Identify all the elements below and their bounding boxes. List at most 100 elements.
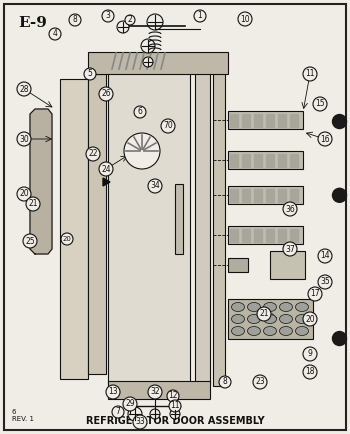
Polygon shape <box>230 154 238 167</box>
Text: 8: 8 <box>73 16 77 24</box>
Polygon shape <box>290 114 298 127</box>
Circle shape <box>257 307 271 321</box>
Circle shape <box>318 275 332 289</box>
Circle shape <box>303 347 317 361</box>
Polygon shape <box>242 189 250 202</box>
Circle shape <box>26 197 40 211</box>
Circle shape <box>148 179 162 193</box>
Text: 35: 35 <box>320 277 330 286</box>
Text: 10: 10 <box>240 14 250 23</box>
Circle shape <box>318 132 332 146</box>
Text: 1: 1 <box>198 11 202 20</box>
Circle shape <box>17 187 31 201</box>
Bar <box>213 66 225 386</box>
Circle shape <box>49 28 61 40</box>
Text: 6
REV. 1: 6 REV. 1 <box>12 409 34 422</box>
Ellipse shape <box>264 302 276 312</box>
Circle shape <box>303 365 317 379</box>
Bar <box>228 111 303 129</box>
Text: 20: 20 <box>19 190 29 198</box>
Circle shape <box>143 57 153 67</box>
Text: 9: 9 <box>308 349 313 358</box>
Text: 25: 25 <box>25 237 35 246</box>
Text: 70: 70 <box>163 122 173 131</box>
Circle shape <box>112 406 124 418</box>
Bar <box>228 226 303 244</box>
Text: 12: 12 <box>168 391 178 401</box>
Text: 26: 26 <box>101 89 111 99</box>
Polygon shape <box>278 189 286 202</box>
Text: REFRIGERATOR DOOR ASSEMBLY: REFRIGERATOR DOOR ASSEMBLY <box>86 416 264 426</box>
Circle shape <box>170 409 180 419</box>
Polygon shape <box>266 114 274 127</box>
Circle shape <box>23 234 37 248</box>
Circle shape <box>17 82 31 96</box>
Bar <box>270 251 305 279</box>
Bar <box>175 184 183 254</box>
Text: 13: 13 <box>108 388 118 397</box>
Text: E-9: E-9 <box>18 16 47 30</box>
Text: 32: 32 <box>150 388 160 397</box>
Circle shape <box>332 188 346 202</box>
Text: 29: 29 <box>125 400 135 408</box>
Text: 24: 24 <box>101 164 111 174</box>
Circle shape <box>117 21 129 33</box>
Circle shape <box>318 249 332 263</box>
Text: 11: 11 <box>170 401 180 411</box>
Text: 22: 22 <box>88 149 98 158</box>
Polygon shape <box>266 229 274 242</box>
Bar <box>228 299 313 339</box>
Circle shape <box>283 202 297 216</box>
Polygon shape <box>230 189 238 202</box>
Text: 37: 37 <box>285 244 295 253</box>
Bar <box>228 186 303 204</box>
Text: 17: 17 <box>310 289 320 299</box>
Ellipse shape <box>231 315 245 323</box>
Circle shape <box>128 407 142 421</box>
Ellipse shape <box>280 302 293 312</box>
Polygon shape <box>242 114 250 127</box>
Circle shape <box>123 397 137 411</box>
Polygon shape <box>290 154 298 167</box>
Ellipse shape <box>295 326 308 335</box>
Text: 34: 34 <box>150 181 160 191</box>
Polygon shape <box>290 229 298 242</box>
Circle shape <box>17 132 31 146</box>
Text: 14: 14 <box>320 251 330 260</box>
Circle shape <box>147 14 163 30</box>
Text: 23: 23 <box>255 378 265 387</box>
Ellipse shape <box>264 315 276 323</box>
Polygon shape <box>278 229 286 242</box>
Ellipse shape <box>247 302 260 312</box>
Polygon shape <box>254 189 262 202</box>
Ellipse shape <box>231 302 245 312</box>
Circle shape <box>141 39 155 53</box>
Ellipse shape <box>280 315 293 323</box>
Polygon shape <box>278 154 286 167</box>
Circle shape <box>99 162 113 176</box>
Ellipse shape <box>247 315 260 323</box>
Circle shape <box>219 376 231 388</box>
Circle shape <box>133 415 147 429</box>
Text: 5: 5 <box>88 69 92 79</box>
Circle shape <box>253 375 267 389</box>
Text: 30: 30 <box>19 135 29 144</box>
Text: 21: 21 <box>28 200 38 208</box>
Polygon shape <box>242 229 250 242</box>
Bar <box>88 52 228 74</box>
Text: 33: 33 <box>135 418 145 427</box>
Bar <box>195 69 210 384</box>
Circle shape <box>124 133 160 169</box>
Circle shape <box>161 119 175 133</box>
Circle shape <box>150 409 160 419</box>
Text: 36: 36 <box>285 204 295 214</box>
Ellipse shape <box>280 326 293 335</box>
Circle shape <box>303 312 317 326</box>
Polygon shape <box>30 109 52 254</box>
Circle shape <box>313 97 327 111</box>
Text: 8: 8 <box>223 378 228 387</box>
Circle shape <box>134 106 146 118</box>
Ellipse shape <box>247 326 260 335</box>
Polygon shape <box>266 189 274 202</box>
Polygon shape <box>230 229 238 242</box>
